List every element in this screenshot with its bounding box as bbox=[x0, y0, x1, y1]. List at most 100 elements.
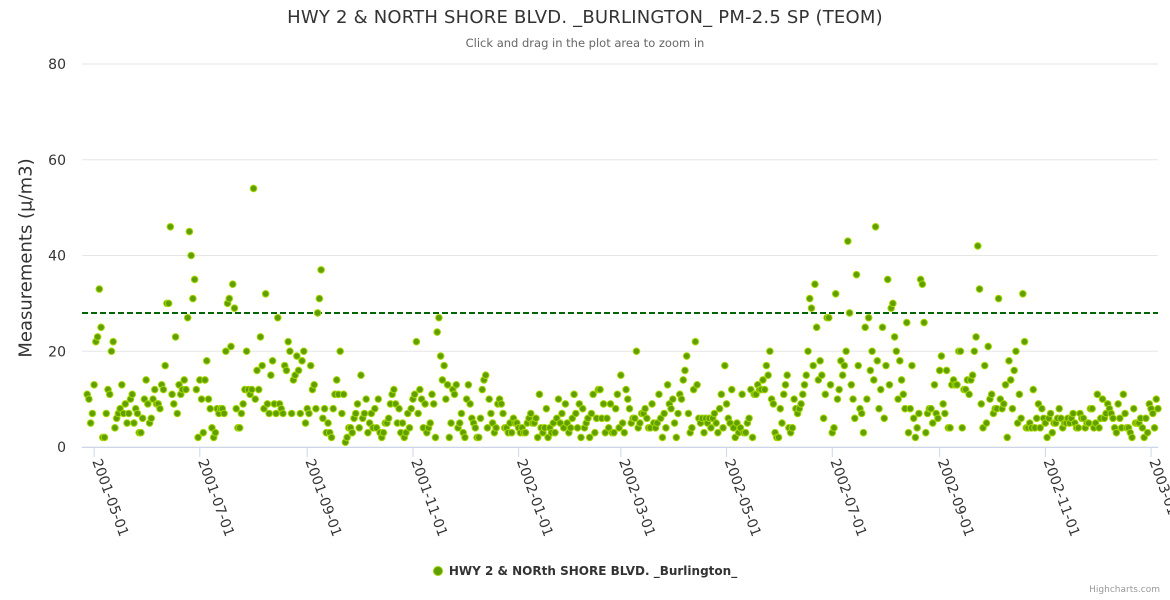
data-point[interactable] bbox=[507, 428, 516, 437]
data-point[interactable] bbox=[840, 361, 849, 370]
data-point[interactable] bbox=[86, 419, 95, 427]
data-point[interactable] bbox=[596, 385, 604, 394]
data-point[interactable] bbox=[712, 419, 720, 427]
data-point[interactable] bbox=[935, 366, 944, 375]
data-point[interactable] bbox=[849, 395, 857, 403]
data-point[interactable] bbox=[1116, 414, 1124, 423]
data-point[interactable] bbox=[1098, 395, 1107, 403]
data-point[interactable] bbox=[452, 380, 461, 389]
data-point[interactable] bbox=[1143, 428, 1152, 437]
data-point[interactable] bbox=[315, 294, 324, 303]
data-point[interactable] bbox=[984, 342, 992, 351]
data-point[interactable] bbox=[353, 400, 362, 408]
data-point[interactable] bbox=[896, 357, 904, 365]
data-point[interactable] bbox=[826, 380, 835, 389]
data-point[interactable] bbox=[284, 337, 292, 346]
data-point[interactable] bbox=[857, 409, 866, 418]
data-point[interactable] bbox=[674, 409, 682, 418]
data-point[interactable] bbox=[714, 428, 722, 437]
data-point[interactable] bbox=[324, 419, 332, 427]
data-point[interactable] bbox=[457, 409, 466, 418]
data-point[interactable] bbox=[603, 414, 611, 423]
data-point[interactable] bbox=[121, 400, 130, 408]
data-point[interactable] bbox=[618, 419, 627, 427]
data-point[interactable] bbox=[237, 409, 246, 418]
data-point[interactable] bbox=[173, 409, 182, 418]
data-point[interactable] bbox=[222, 347, 230, 356]
data-point[interactable] bbox=[821, 390, 830, 399]
data-point[interactable] bbox=[930, 380, 939, 389]
data-point[interactable] bbox=[1142, 414, 1150, 423]
data-point[interactable] bbox=[1114, 400, 1122, 408]
data-point[interactable] bbox=[301, 419, 310, 427]
data-point[interactable] bbox=[630, 414, 639, 423]
data-point[interactable] bbox=[374, 395, 383, 403]
data-point[interactable] bbox=[774, 433, 783, 442]
data-point[interactable] bbox=[1006, 376, 1015, 384]
data-point[interactable] bbox=[684, 409, 693, 418]
data-point[interactable] bbox=[306, 361, 315, 370]
data-point[interactable] bbox=[357, 371, 365, 379]
data-point[interactable] bbox=[721, 361, 729, 370]
data-point[interactable] bbox=[187, 251, 195, 260]
data-point[interactable] bbox=[889, 299, 897, 308]
data-point[interactable] bbox=[710, 409, 719, 418]
data-point[interactable] bbox=[248, 385, 256, 394]
data-point[interactable] bbox=[180, 376, 189, 384]
data-point[interactable] bbox=[535, 390, 544, 399]
data-point[interactable] bbox=[1095, 424, 1103, 432]
data-point[interactable] bbox=[670, 419, 679, 427]
data-point[interactable] bbox=[1088, 404, 1096, 413]
data-point[interactable] bbox=[577, 433, 585, 442]
data-point[interactable] bbox=[159, 385, 168, 394]
data-point[interactable] bbox=[700, 428, 708, 437]
data-point[interactable] bbox=[790, 395, 798, 403]
data-point[interactable] bbox=[166, 222, 175, 231]
data-point[interactable] bbox=[1112, 428, 1121, 437]
data-point[interactable] bbox=[239, 400, 247, 408]
data-point[interactable] bbox=[591, 428, 599, 437]
data-point[interactable] bbox=[819, 414, 828, 423]
data-point[interactable] bbox=[279, 409, 287, 418]
data-point[interactable] bbox=[445, 433, 454, 442]
data-point[interactable] bbox=[443, 380, 452, 389]
data-point[interactable] bbox=[201, 376, 209, 384]
data-point[interactable] bbox=[147, 414, 156, 423]
data-point[interactable] bbox=[1128, 433, 1136, 442]
data-point[interactable] bbox=[118, 380, 126, 389]
data-point[interactable] bbox=[312, 404, 320, 413]
data-point[interactable] bbox=[182, 385, 190, 394]
data-point[interactable] bbox=[830, 424, 838, 432]
data-point[interactable] bbox=[287, 409, 296, 418]
data-point[interactable] bbox=[781, 380, 790, 389]
data-point[interactable] bbox=[741, 428, 750, 437]
data-point[interactable] bbox=[532, 414, 540, 423]
data-point[interactable] bbox=[428, 390, 436, 399]
data-point[interactable] bbox=[1043, 433, 1051, 442]
data-point[interactable] bbox=[866, 366, 875, 375]
data-point[interactable] bbox=[861, 323, 869, 332]
data-point[interactable] bbox=[890, 333, 899, 341]
data-point[interactable] bbox=[980, 361, 989, 370]
data-point[interactable] bbox=[343, 433, 351, 442]
data-point[interactable] bbox=[885, 380, 894, 389]
data-point[interactable] bbox=[1017, 414, 1025, 423]
data-point[interactable] bbox=[764, 371, 772, 379]
data-point[interactable] bbox=[824, 313, 833, 322]
data-point[interactable] bbox=[95, 285, 104, 293]
data-point[interactable] bbox=[412, 337, 421, 346]
data-point[interactable] bbox=[142, 376, 150, 384]
data-point[interactable] bbox=[1005, 357, 1013, 365]
data-point[interactable] bbox=[128, 390, 137, 399]
data-point[interactable] bbox=[130, 419, 138, 427]
data-point[interactable] bbox=[941, 409, 949, 418]
data-point[interactable] bbox=[1046, 409, 1055, 418]
data-point[interactable] bbox=[317, 266, 325, 274]
data-point[interactable] bbox=[892, 347, 901, 356]
data-point[interactable] bbox=[1109, 414, 1117, 423]
data-point[interactable] bbox=[339, 390, 348, 399]
data-point[interactable] bbox=[672, 433, 681, 442]
data-point[interactable] bbox=[669, 395, 677, 403]
data-point[interactable] bbox=[908, 361, 916, 370]
data-point[interactable] bbox=[1010, 366, 1018, 375]
